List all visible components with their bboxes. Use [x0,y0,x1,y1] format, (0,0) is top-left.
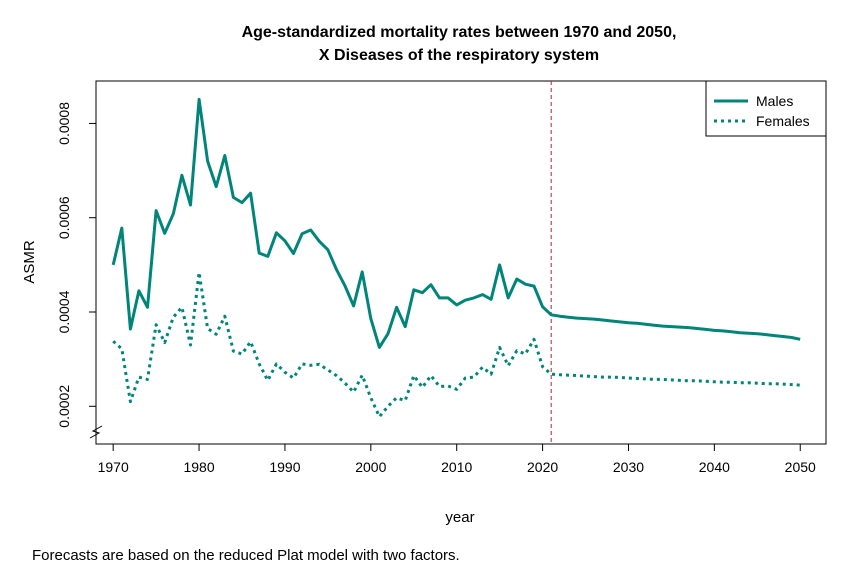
axis-break-mark [89,425,103,439]
chart-title-line2: X Diseases of the respiratory system [319,47,599,64]
y-axis-label: ASMR [21,240,38,284]
x-tick-label: 2000 [355,459,386,475]
chart-title-line1: Age-standardized mortality rates between… [242,24,677,41]
legend: Males Females [705,80,827,137]
x-tick-label: 2050 [785,459,816,475]
y-tick-label: 0.0006 [56,196,72,239]
x-tick-label: 2010 [441,459,472,475]
x-tick-label: 2020 [527,459,558,475]
series-line-males [111,97,801,349]
y-tick-label: 0.0002 [56,385,72,428]
y-tick-label: 0.0004 [56,290,72,333]
legend-label-males: Males [756,93,793,109]
axes: 1970 1980 1990 2000 2010 2020 2030 2040 2050 0.00… [56,81,816,475]
plot-frame [95,80,827,445]
x-tick-label: 1970 [98,459,129,475]
x-axis-label: year [445,509,474,526]
x-tick-label: 1990 [269,459,300,475]
legend-box [705,80,827,137]
legend-label-females: Females [756,113,810,129]
series-lines [111,97,801,419]
y-tick-label: 0.0008 [56,102,72,145]
forecast-caption: Forecasts are based on the reduced Plat … [32,547,460,564]
x-tick-label: 2040 [699,459,730,475]
x-tick-label: 2030 [613,459,644,475]
x-tick-label: 1980 [183,459,214,475]
series-line-females [112,270,801,419]
